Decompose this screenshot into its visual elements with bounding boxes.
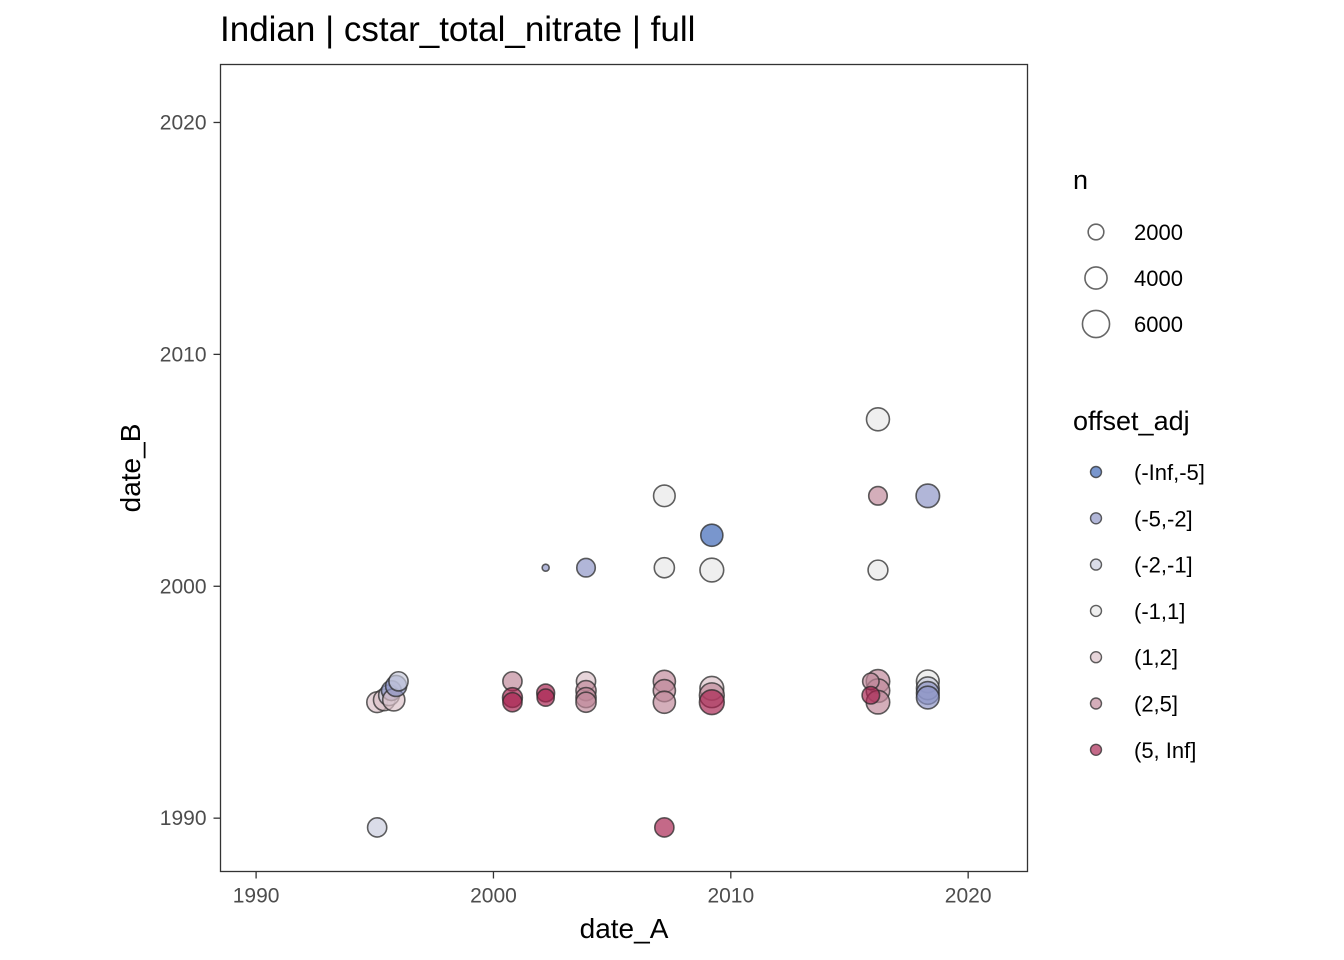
color-legend-label: (5, Inf] <box>1134 738 1196 763</box>
color-legend-key <box>1089 558 1103 571</box>
color-legend-label: (-1,1] <box>1134 599 1185 624</box>
color-legend-key <box>1089 465 1103 479</box>
y-axis-title: date_B <box>115 424 146 513</box>
data-point <box>653 556 676 579</box>
data-point <box>867 559 889 581</box>
color-legend-label: (-Inf,-5] <box>1134 460 1205 485</box>
data-point <box>865 407 891 432</box>
data-point <box>536 688 556 707</box>
data-point <box>867 485 889 506</box>
x-axis: 1990 2000 2010 2020 <box>233 871 992 908</box>
color-legend-label: (-2,-1] <box>1134 553 1193 578</box>
x-axis-title: date_A <box>580 913 669 944</box>
color-legend-key <box>1089 697 1103 710</box>
data-point <box>575 557 597 578</box>
data-point <box>652 690 677 715</box>
x-tick-label: 2010 <box>707 885 754 908</box>
color-legend: offset_adj (-Inf,-5] (-5,-2] (-2,-1] (-1,1]… <box>1073 406 1205 763</box>
data-point <box>699 557 725 583</box>
y-tick-label: 2000 <box>160 575 207 598</box>
size-legend-title: n <box>1073 165 1088 195</box>
size-legend-key <box>1087 223 1105 241</box>
x-tick-label: 2000 <box>470 885 517 908</box>
y-axis: 1990 2000 2010 2020 <box>160 111 221 830</box>
size-legend-key <box>1084 266 1108 290</box>
color-legend-key <box>1089 743 1103 756</box>
data-point <box>541 563 550 573</box>
data-point <box>698 689 725 716</box>
color-legend-key <box>1089 651 1103 664</box>
data-point <box>915 685 940 710</box>
data-point <box>653 817 675 838</box>
size-legend-label: 6000 <box>1134 312 1183 337</box>
data-point <box>502 691 523 713</box>
plot-panel <box>219 63 1029 873</box>
size-legend-key <box>1081 309 1111 339</box>
data-point <box>652 484 676 508</box>
data-point <box>575 691 597 714</box>
x-tick-label: 2020 <box>945 885 992 908</box>
y-tick-label: 2020 <box>160 111 207 134</box>
color-legend-label: (2,5] <box>1134 692 1178 717</box>
chart-title: Indian | cstar_total_nitrate | full <box>220 10 695 49</box>
color-legend-title: offset_adj <box>1073 406 1190 436</box>
color-legend-label: (1,2] <box>1134 645 1178 670</box>
data-point <box>861 685 881 705</box>
plot-area <box>219 63 1029 873</box>
data-point <box>699 523 724 548</box>
data-point <box>388 670 409 692</box>
data-point <box>366 817 388 838</box>
color-legend-key <box>1089 512 1103 525</box>
size-legend: n 2000 4000 6000 <box>1073 165 1183 339</box>
y-tick-label: 1990 <box>160 807 207 830</box>
size-legend-label: 2000 <box>1134 220 1183 245</box>
size-legend-label: 4000 <box>1134 266 1183 291</box>
points-layer <box>365 407 941 838</box>
color-legend-key <box>1089 604 1103 618</box>
y-tick-label: 2010 <box>160 343 207 366</box>
color-legend-label: (-5,-2] <box>1134 506 1193 531</box>
data-point <box>915 483 941 509</box>
x-tick-label: 1990 <box>233 885 280 908</box>
